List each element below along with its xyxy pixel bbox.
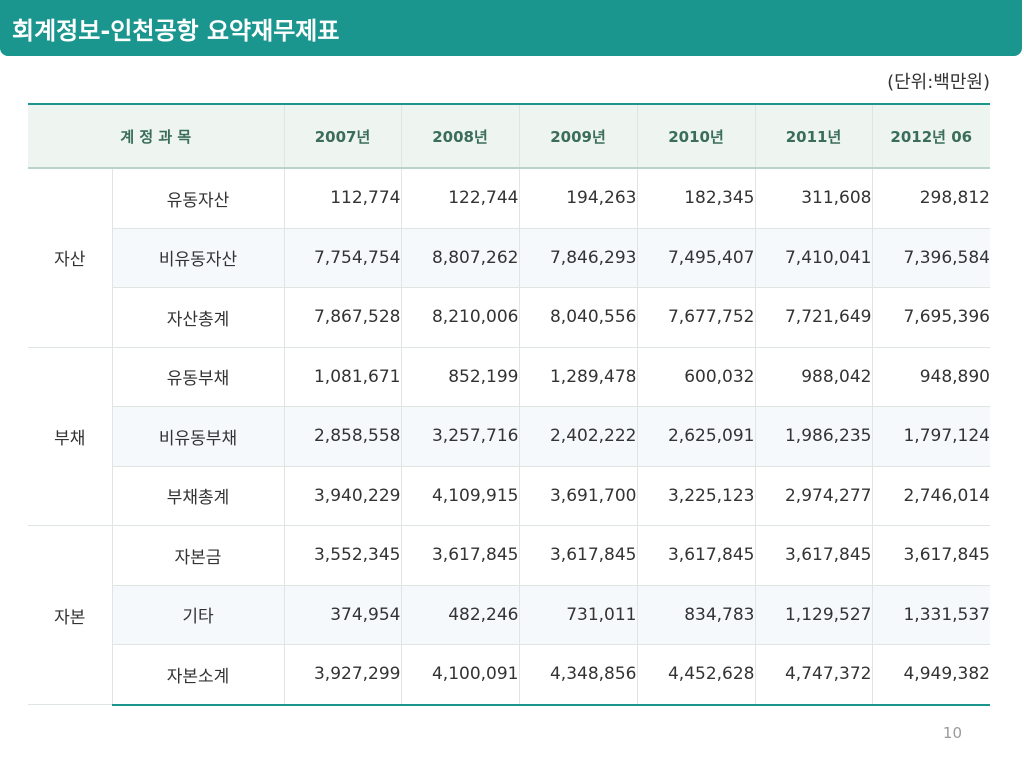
value-cell: 3,552,345: [284, 525, 402, 586]
account-item: 자본금: [112, 525, 285, 586]
value-cell: 112,774: [284, 168, 402, 229]
value-cell: 600,032: [637, 347, 756, 407]
value-cell: 2,402,222: [519, 406, 638, 467]
value-cell: 1,331,537: [872, 585, 990, 645]
value-cell: 3,257,716: [401, 406, 520, 467]
year-header: 2007년: [284, 103, 402, 169]
table-row: 부채총계 3,940,229 4,109,915 3,691,700 3,225,123…: [28, 466, 990, 526]
value-cell: 8,040,556: [519, 287, 638, 348]
value-cell: 1,986,235: [755, 406, 873, 467]
account-header: 계 정 과 목: [28, 103, 285, 169]
account-item: 부채총계: [112, 466, 285, 526]
value-cell: 7,754,754: [284, 228, 402, 288]
value-cell: 1,289,478: [519, 347, 638, 407]
value-cell: 4,100,091: [401, 644, 520, 706]
value-cell: 2,625,091: [637, 406, 756, 467]
value-cell: 482,246: [401, 585, 520, 645]
table-row: 자산 유동자산 112,774 122,744 194,263 182,345 311,60…: [28, 168, 990, 348]
value-cell: 3,940,229: [284, 466, 402, 526]
year-header: 2010년: [637, 103, 756, 169]
value-cell: 948,890: [872, 347, 990, 407]
financial-summary-table: 계 정 과 목 2007년 2008년 2009년 2010년 2011년 20…: [28, 103, 990, 706]
value-cell: 4,109,915: [401, 466, 520, 526]
account-item: 비유동부채: [112, 406, 285, 467]
title-bar: 회계정보-인천공항 요약재무제표: [0, 0, 1022, 56]
year-header: 2011년: [755, 103, 873, 169]
value-cell: 7,846,293: [519, 228, 638, 288]
value-cell: 3,617,845: [755, 525, 873, 586]
value-cell: 7,721,649: [755, 287, 873, 348]
table-row: 비유동부채 2,858,558 3,257,716 2,402,222 2,625,09…: [28, 406, 990, 467]
year-header: 2009년: [519, 103, 638, 169]
value-cell: 4,949,382: [872, 644, 990, 706]
account-item: 기타: [112, 585, 285, 645]
slide-title: 회계정보-인천공항 요약재무제표: [12, 17, 340, 45]
value-cell: 7,867,528: [284, 287, 402, 348]
group-label: 부채: [28, 347, 113, 526]
value-cell: 4,452,628: [637, 644, 756, 706]
value-cell: 3,617,845: [872, 525, 990, 586]
group-label: 자산: [28, 168, 113, 348]
value-cell: 311,608: [755, 168, 873, 229]
account-item: 유동부채: [112, 347, 285, 407]
value-cell: 4,348,856: [519, 644, 638, 706]
account-item: 유동자산: [112, 168, 285, 229]
value-cell: 3,927,299: [284, 644, 402, 706]
unit-label: (단위:백만원): [887, 72, 990, 93]
table-row: 자본소계 3,927,299 4,100,091 4,348,856 4,452,628…: [28, 644, 990, 706]
group-label: 자본: [28, 525, 113, 705]
value-cell: 1,129,527: [755, 585, 873, 645]
value-cell: 374,954: [284, 585, 402, 645]
table-row: 비유동자산 7,754,754 8,807,262 7,846,293 7,495,40…: [28, 228, 990, 288]
page-number: 10: [942, 724, 962, 742]
table-row: 기타 374,954 482,246 731,011 834,783 1,129,527 1…: [28, 585, 990, 645]
table-row: 자산총계 7,867,528 8,210,006 8,040,556 7,677,752…: [28, 287, 990, 348]
value-cell: 7,495,407: [637, 228, 756, 288]
value-cell: 182,345: [637, 168, 756, 229]
value-cell: 3,617,845: [401, 525, 520, 586]
value-cell: 8,210,006: [401, 287, 520, 348]
value-cell: 3,225,123: [637, 466, 756, 526]
table-row: 자본 자본금 3,552,345 3,617,845 3,617,845 3,617,84…: [28, 525, 990, 705]
table-row: 부채 유동부채 1,081,671 852,199 1,289,478 600,032 98…: [28, 347, 990, 526]
value-cell: 731,011: [519, 585, 638, 645]
value-cell: 834,783: [637, 585, 756, 645]
value-cell: 194,263: [519, 168, 638, 229]
value-cell: 1,081,671: [284, 347, 402, 407]
value-cell: 8,807,262: [401, 228, 520, 288]
year-header: 2012년 06: [872, 103, 990, 169]
value-cell: 7,695,396: [872, 287, 990, 348]
value-cell: 298,812: [872, 168, 990, 229]
account-item: 자본소계: [112, 644, 285, 706]
value-cell: 2,746,014: [872, 466, 990, 526]
value-cell: 852,199: [401, 347, 520, 407]
value-cell: 7,396,584: [872, 228, 990, 288]
value-cell: 3,617,845: [637, 525, 756, 586]
value-cell: 4,747,372: [755, 644, 873, 706]
table-header-row: 계 정 과 목 2007년 2008년 2009년 2010년 2011년 20…: [28, 103, 990, 169]
value-cell: 2,858,558: [284, 406, 402, 467]
value-cell: 1,797,124: [872, 406, 990, 467]
value-cell: 3,617,845: [519, 525, 638, 586]
value-cell: 7,677,752: [637, 287, 756, 348]
value-cell: 122,744: [401, 168, 520, 229]
value-cell: 2,974,277: [755, 466, 873, 526]
account-item: 비유동자산: [112, 228, 285, 288]
value-cell: 988,042: [755, 347, 873, 407]
value-cell: 7,410,041: [755, 228, 873, 288]
account-item: 자산총계: [112, 287, 285, 348]
year-header: 2008년: [401, 103, 520, 169]
value-cell: 3,691,700: [519, 466, 638, 526]
